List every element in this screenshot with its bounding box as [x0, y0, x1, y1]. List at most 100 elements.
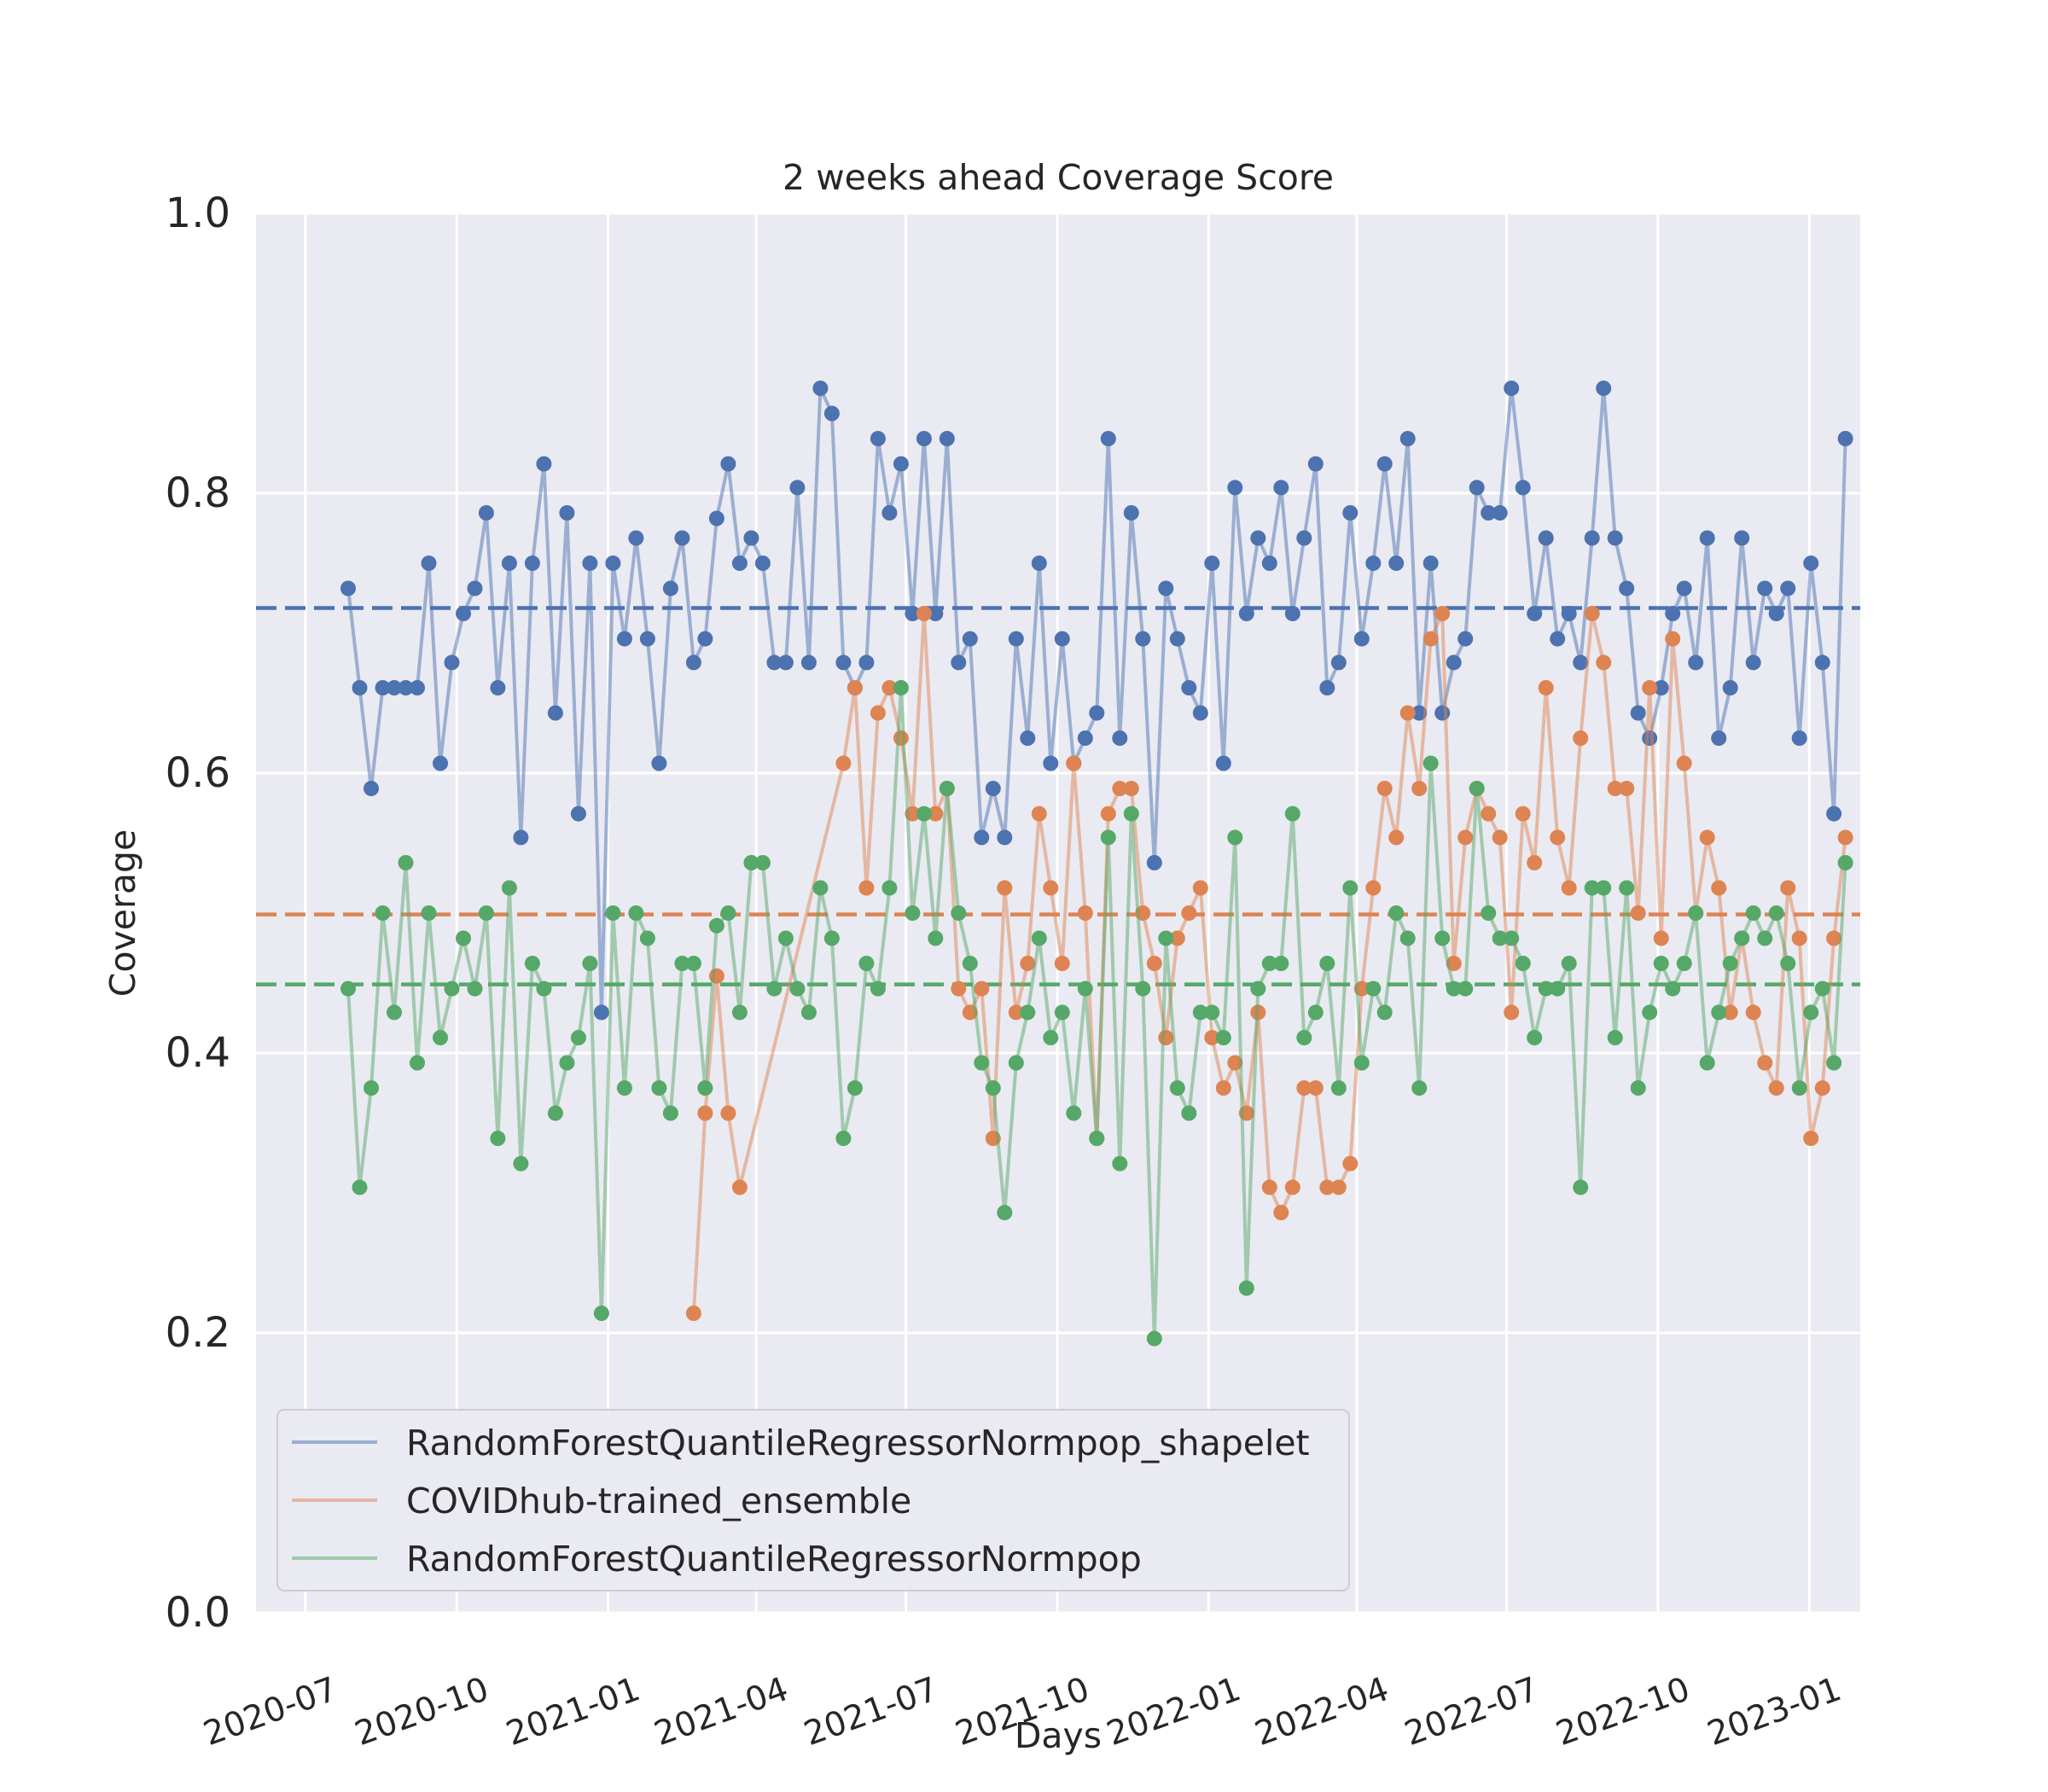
- data-point: [1734, 930, 1750, 946]
- data-point: [524, 956, 540, 971]
- data-point: [835, 755, 852, 771]
- data-point: [340, 980, 356, 997]
- y-tick-label: 0.4: [166, 1029, 230, 1077]
- data-point: [835, 1131, 852, 1146]
- data-point: [1008, 1055, 1024, 1071]
- data-point: [1227, 1055, 1243, 1071]
- data-point: [881, 880, 898, 896]
- data-point: [1768, 905, 1784, 921]
- data-point: [616, 631, 632, 647]
- data-point: [478, 905, 494, 921]
- data-point: [1250, 980, 1266, 997]
- data-point: [720, 1105, 736, 1121]
- data-point: [1745, 1004, 1761, 1021]
- data-point: [893, 456, 909, 472]
- data-point: [1469, 480, 1485, 496]
- data-point: [1561, 956, 1577, 971]
- data-point: [1112, 781, 1128, 796]
- data-point: [1204, 556, 1220, 571]
- data-point: [789, 980, 806, 997]
- data-point: [997, 880, 1013, 896]
- data-point: [685, 1306, 701, 1321]
- series-0: [340, 381, 1853, 1021]
- data-point: [1607, 1030, 1623, 1045]
- data-point: [1411, 1080, 1428, 1096]
- data-point: [582, 556, 598, 571]
- data-point: [1492, 505, 1508, 521]
- data-point: [939, 781, 955, 796]
- data-point: [651, 755, 667, 771]
- data-point: [1481, 905, 1497, 921]
- x-tick-label: 2021-04: [649, 1670, 794, 1754]
- data-point: [1699, 1055, 1715, 1071]
- data-point: [951, 655, 967, 671]
- data-point: [847, 1080, 863, 1096]
- data-point: [928, 806, 944, 822]
- data-point: [662, 1105, 678, 1121]
- data-point: [1780, 580, 1796, 596]
- data-point: [916, 431, 932, 446]
- data-point: [685, 956, 701, 971]
- data-point: [1527, 1030, 1543, 1045]
- data-point: [1457, 631, 1474, 647]
- data-point: [1814, 655, 1830, 671]
- data-point: [905, 905, 921, 921]
- data-point: [1181, 905, 1197, 921]
- data-point: [1066, 755, 1082, 771]
- data-point: [754, 556, 771, 571]
- data-point: [1319, 680, 1335, 695]
- data-point: [1561, 606, 1577, 621]
- data-point: [501, 880, 517, 896]
- data-point: [1734, 530, 1750, 546]
- data-point: [1423, 556, 1439, 571]
- data-point: [1803, 556, 1819, 571]
- data-point: [1123, 505, 1139, 521]
- legend: RandomForestQuantileRegressorNormpop_sha…: [276, 1409, 1350, 1591]
- data-point: [490, 680, 506, 695]
- data-point: [1711, 1004, 1727, 1021]
- data-point: [1031, 806, 1047, 822]
- data-point: [1492, 930, 1508, 946]
- data-point: [1780, 956, 1796, 971]
- data-point: [1757, 580, 1773, 596]
- data-point: [1665, 631, 1681, 647]
- data-point: [1837, 829, 1853, 846]
- data-point: [858, 655, 875, 671]
- data-point: [1089, 705, 1105, 721]
- data-point: [1814, 980, 1830, 997]
- data-point: [1584, 530, 1600, 546]
- data-point: [1434, 606, 1451, 621]
- data-point: [858, 880, 875, 896]
- data-point: [1399, 705, 1416, 721]
- data-point: [1573, 1179, 1589, 1196]
- data-point: [1619, 781, 1635, 796]
- data-point: [1399, 930, 1416, 946]
- data-point: [1768, 1080, 1784, 1096]
- data-point: [1158, 1030, 1174, 1045]
- data-point: [1135, 631, 1151, 647]
- data-point: [1550, 829, 1566, 846]
- data-point: [1215, 1030, 1231, 1045]
- data-point: [559, 505, 575, 521]
- data-point: [1826, 930, 1842, 946]
- data-point: [1284, 1179, 1300, 1196]
- data-point: [1538, 530, 1554, 546]
- data-point: [893, 680, 909, 695]
- data-point: [1642, 1004, 1658, 1021]
- data-point: [605, 905, 621, 921]
- data-point: [905, 606, 921, 621]
- data-point: [754, 855, 771, 870]
- data-point: [1238, 1280, 1254, 1296]
- x-tick-label: 2021-07: [800, 1670, 944, 1754]
- data-point: [1123, 806, 1139, 822]
- data-point: [1192, 705, 1208, 721]
- data-point: [662, 580, 678, 596]
- data-point: [1261, 1179, 1277, 1196]
- data-point: [1146, 855, 1162, 870]
- data-point: [1826, 1055, 1842, 1071]
- y-tick-label: 0.0: [166, 1589, 230, 1637]
- data-point: [1388, 556, 1405, 571]
- data-point: [1330, 655, 1347, 671]
- data-point: [1077, 980, 1093, 997]
- data-point: [766, 980, 783, 997]
